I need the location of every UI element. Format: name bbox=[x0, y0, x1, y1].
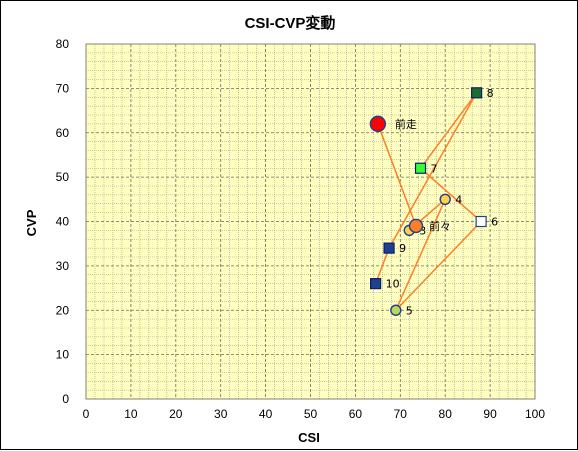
plot-area: 0 10 20 30 40 50 60 70 80 90 100 0 10 20 30 40 50 60 70 80 1… bbox=[56, 37, 546, 421]
x-tick-label: 40 bbox=[259, 407, 273, 421]
x-tick-label: 30 bbox=[214, 407, 228, 421]
x-tick-label: 50 bbox=[304, 407, 318, 421]
y-tick-label: 80 bbox=[56, 37, 70, 51]
data-point bbox=[408, 218, 424, 234]
y-tick-label: 0 bbox=[62, 392, 69, 406]
data-label: 4 bbox=[455, 193, 462, 206]
x-tick-label: 60 bbox=[349, 407, 363, 421]
x-tick-label: 0 bbox=[83, 407, 90, 421]
y-tick-label: 40 bbox=[56, 215, 70, 229]
data-point bbox=[414, 162, 427, 174]
chart-title: CSI-CVP変動 bbox=[245, 14, 336, 32]
data-label: 5 bbox=[406, 304, 413, 317]
data-label: 3 bbox=[419, 224, 426, 237]
y-tick-label: 50 bbox=[56, 170, 70, 184]
x-tick-label: 10 bbox=[124, 407, 138, 421]
x-tick-label: 100 bbox=[525, 407, 545, 421]
data-label: 前々 bbox=[429, 219, 451, 233]
data-point bbox=[369, 115, 387, 133]
x-tick-label: 80 bbox=[439, 407, 453, 421]
data-label: 6 bbox=[491, 216, 498, 229]
x-axis-label: CSI bbox=[298, 430, 320, 445]
y-axis-label: CVP bbox=[24, 209, 39, 236]
y-tick-label: 70 bbox=[56, 81, 70, 95]
data-point bbox=[370, 278, 382, 290]
y-tick-label: 60 bbox=[56, 126, 70, 140]
y-tick-label: 20 bbox=[56, 303, 70, 317]
data-point bbox=[383, 242, 395, 254]
y-tick-label: 30 bbox=[56, 259, 70, 273]
x-tick-label: 70 bbox=[394, 407, 408, 421]
data-label: 前走 bbox=[395, 117, 417, 131]
x-tick-label: 90 bbox=[483, 407, 497, 421]
data-label: 7 bbox=[431, 162, 438, 175]
data-point bbox=[390, 304, 402, 316]
data-label: 8 bbox=[487, 87, 494, 100]
data-point bbox=[471, 87, 483, 99]
data-label: 10 bbox=[386, 278, 400, 291]
data-point bbox=[475, 215, 487, 228]
data-point bbox=[439, 193, 451, 206]
y-tick-label: 10 bbox=[56, 348, 70, 362]
data-label: 9 bbox=[399, 242, 406, 255]
x-tick-label: 20 bbox=[169, 407, 183, 421]
plot-border bbox=[85, 43, 536, 400]
